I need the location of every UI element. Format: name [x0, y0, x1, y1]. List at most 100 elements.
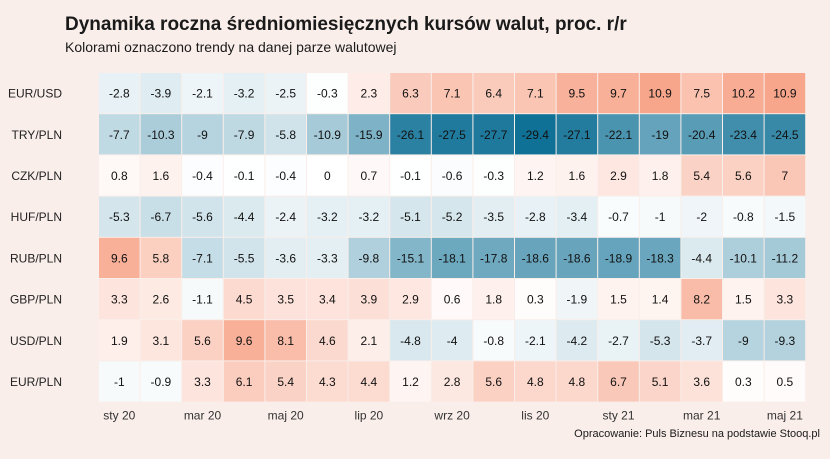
cell-value-label: 9.6	[236, 334, 253, 348]
heatmap-cell	[390, 73, 431, 114]
heatmap-cell	[390, 196, 431, 237]
cell-value-label: 1.8	[652, 169, 669, 183]
cell-value-label: 10.9	[773, 87, 797, 101]
heatmap-cell	[764, 114, 806, 155]
heatmap-cell	[723, 279, 764, 320]
heatmap-cell	[639, 279, 681, 320]
cell-value-label: -24.5	[771, 128, 799, 142]
heatmap-cell	[182, 361, 223, 402]
cell-value-label: -0.4	[275, 169, 296, 183]
cell-value-label: -0.3	[317, 87, 338, 101]
heatmap-cell	[556, 279, 598, 320]
heatmap-cell	[639, 155, 681, 196]
heatmap-cell	[556, 320, 598, 361]
cell-value-label: -1	[655, 210, 666, 224]
x-tick-label: mar 20	[184, 409, 222, 423]
heatmap-cell	[265, 114, 306, 155]
heatmap-cell	[223, 73, 265, 114]
cell-value-label: 8.1	[277, 334, 294, 348]
cell-value-label: -3.9	[151, 87, 172, 101]
heatmap-cell	[182, 279, 223, 320]
heatmap-cell	[764, 196, 806, 237]
heatmap-cell	[431, 320, 473, 361]
heatmap-cell	[265, 155, 306, 196]
chart-title: Dynamika roczna średniomiesięcznych kurs…	[65, 14, 627, 35]
cell-value-label: 3.3	[777, 293, 794, 307]
heatmap-cell	[598, 279, 639, 320]
heatmap-cell	[265, 320, 306, 361]
heatmap-cell	[764, 361, 806, 402]
heatmap-cell	[598, 155, 639, 196]
heatmap-cell	[473, 196, 514, 237]
heatmap-cell	[431, 361, 473, 402]
cell-value-label: -18.3	[646, 251, 674, 265]
heatmap-cell	[223, 155, 265, 196]
cell-value-label: -18.6	[563, 251, 591, 265]
cell-value-label: -3.4	[567, 210, 588, 224]
cell-value-label: -27.5	[438, 128, 466, 142]
heatmap-cell	[99, 361, 140, 402]
cell-value-label: 5.8	[153, 251, 170, 265]
cell-value-label: 1.2	[402, 375, 419, 389]
cell-value-label: -1.9	[567, 293, 588, 307]
x-tick-label: maj 20	[268, 409, 304, 423]
heatmap-cell	[723, 320, 764, 361]
heatmap-cell	[390, 155, 431, 196]
heatmap-cell	[99, 196, 140, 237]
cell-value-label: 5.6	[485, 375, 502, 389]
heatmap-cell	[723, 237, 764, 278]
heatmap-cell	[598, 196, 639, 237]
heatmap-cell	[556, 196, 598, 237]
cell-value-label: -19	[651, 128, 669, 142]
heatmap-cell	[681, 320, 722, 361]
cell-value-label: -15.1	[397, 251, 425, 265]
heatmap-cell	[764, 155, 806, 196]
cell-value-label: 2.9	[402, 293, 419, 307]
cell-value-label: 1.4	[652, 293, 669, 307]
source-note: Opracowanie: Puls Biznesu na podstawie S…	[574, 428, 820, 440]
heatmap-cell	[681, 196, 722, 237]
cell-value-label: 4.5	[236, 293, 253, 307]
heatmap-cell	[598, 237, 639, 278]
cell-value-label: -1.1	[192, 293, 213, 307]
heatmap-cell	[556, 114, 598, 155]
heatmap-cell	[182, 73, 223, 114]
cell-value-label: -7.1	[192, 251, 213, 265]
cell-value-label: 1.6	[153, 169, 170, 183]
cell-value-label: -2.1	[525, 334, 546, 348]
cell-value-label: -2.8	[109, 87, 130, 101]
cell-value-label: -9.8	[359, 251, 380, 265]
heatmap-cell	[348, 361, 390, 402]
cell-value-label: 9.6	[111, 251, 128, 265]
cell-value-label: -5.6	[192, 210, 213, 224]
heatmap-cell	[598, 361, 639, 402]
heatmap-cell	[473, 320, 514, 361]
cell-value-label: 0.6	[444, 293, 461, 307]
heatmap-cell	[556, 73, 598, 114]
heatmap-cell	[140, 361, 182, 402]
heatmap-cell	[473, 73, 514, 114]
cell-value-label: -15.9	[355, 128, 383, 142]
cell-value-label: 7	[782, 169, 789, 183]
heatmap-cell	[639, 237, 681, 278]
cell-value-label: 1.9	[111, 334, 128, 348]
cell-value-label: -0.1	[400, 169, 421, 183]
cell-value-label: -0.6	[442, 169, 463, 183]
x-tick-label: sty 20	[103, 409, 135, 423]
heatmap-cell	[307, 361, 348, 402]
heatmap-cell	[431, 114, 473, 155]
heatmap-cell	[515, 73, 556, 114]
heatmap-cell	[182, 320, 223, 361]
heatmap-cell	[473, 279, 514, 320]
heatmap-cell	[723, 155, 764, 196]
heatmap-cell	[348, 237, 390, 278]
cell-value-label: 0.3	[527, 293, 544, 307]
heatmap-cell	[431, 237, 473, 278]
cell-value-label: -3.7	[691, 334, 712, 348]
cell-value-label: 3.3	[111, 293, 128, 307]
cell-value-label: -0.7	[608, 210, 629, 224]
row-label: EUR/PLN	[10, 375, 62, 389]
cell-value-label: 4.8	[569, 375, 586, 389]
heatmap-cell	[307, 320, 348, 361]
heatmap-cell	[140, 155, 182, 196]
